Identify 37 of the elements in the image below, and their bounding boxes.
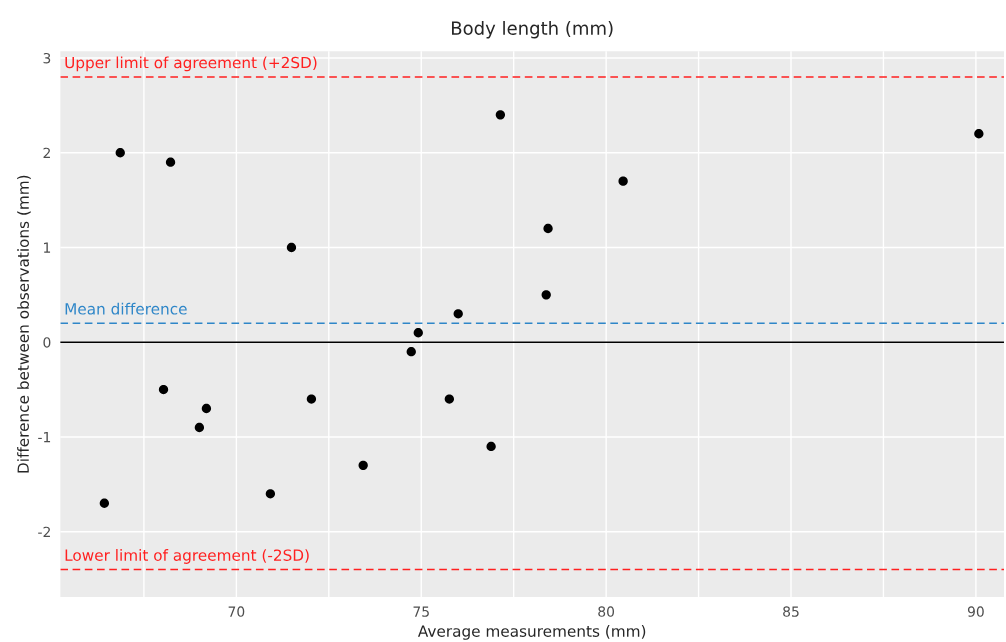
point [495, 110, 506, 120]
point [306, 394, 317, 404]
point [99, 498, 110, 508]
point [444, 394, 455, 404]
y-tick-label: 0 [43, 337, 51, 348]
ref-line-label: Mean difference [65, 302, 187, 315]
x-axis-title: Average measurements (mm) [417, 625, 646, 640]
point [286, 242, 297, 253]
point [115, 148, 125, 158]
x-tick-label: 90 [967, 606, 984, 617]
point [201, 403, 212, 414]
point [413, 328, 423, 338]
x-tick-label: 85 [783, 606, 799, 617]
y-tick-label: -1 [38, 432, 51, 443]
point [453, 309, 463, 319]
x-tick-label: 75 [413, 606, 429, 617]
y-tick-label: -2 [38, 526, 50, 537]
ref-line-label: Upper limit of agreement (+2SD) [65, 56, 317, 72]
point [265, 489, 276, 499]
ref-line-label: Lower limit of agreement (-2SD) [65, 549, 309, 564]
y-tick-label: 1 [44, 242, 51, 253]
point [541, 290, 551, 300]
point [406, 347, 416, 357]
x-tick-label: 70 [228, 606, 245, 617]
y-tick-label: 3 [43, 52, 51, 64]
chart-title: Body length (mm) [452, 20, 613, 39]
point [543, 223, 553, 234]
point [194, 422, 205, 433]
point [158, 384, 169, 395]
point [974, 129, 984, 139]
point [486, 441, 496, 452]
x-tick-label: 80 [598, 606, 615, 617]
point [165, 157, 176, 167]
point [358, 460, 368, 471]
y-tick-label: 2 [43, 147, 50, 159]
y-axis-title: Difference between observations (mm) [17, 175, 31, 473]
point [618, 176, 628, 186]
